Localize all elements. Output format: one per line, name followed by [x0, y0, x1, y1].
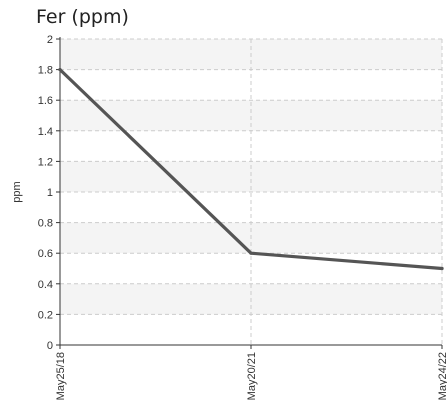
axes — [56, 37, 443, 349]
x-tick-labels: May25/18 May20/21 May24/22 — [55, 352, 447, 400]
x-tick-label: May20/21 — [246, 352, 258, 400]
data-point — [58, 68, 62, 72]
x-tick-label: May25/18 — [55, 352, 67, 400]
y-tick-label: 1.8 — [38, 65, 53, 77]
y-tick-labels: 0 0.2 0.4 0.6 0.8 1 1.2 1.4 1.6 1.8 2 — [38, 34, 53, 352]
y-tick-label: 0.4 — [38, 279, 53, 291]
y-tick-label: 0 — [47, 340, 53, 352]
y-tick-label: 0.8 — [38, 218, 53, 230]
y-axis-label: ppm — [11, 181, 23, 202]
y-tick-label: 0.6 — [38, 248, 53, 260]
series-layer — [58, 67, 444, 271]
data-point — [249, 251, 253, 255]
y-tick-label: 1 — [47, 187, 53, 199]
y-tick-label: 1.4 — [38, 126, 53, 138]
x-tick-label: May24/22 — [437, 352, 447, 400]
data-point — [440, 266, 444, 271]
y-tick-label: 1.2 — [38, 156, 53, 168]
y-tick-label: 0.2 — [38, 309, 53, 321]
chart-title: Fer (ppm) — [36, 6, 129, 28]
y-tick-label: 1.6 — [38, 95, 53, 107]
y-tick-label: 2 — [47, 34, 53, 46]
